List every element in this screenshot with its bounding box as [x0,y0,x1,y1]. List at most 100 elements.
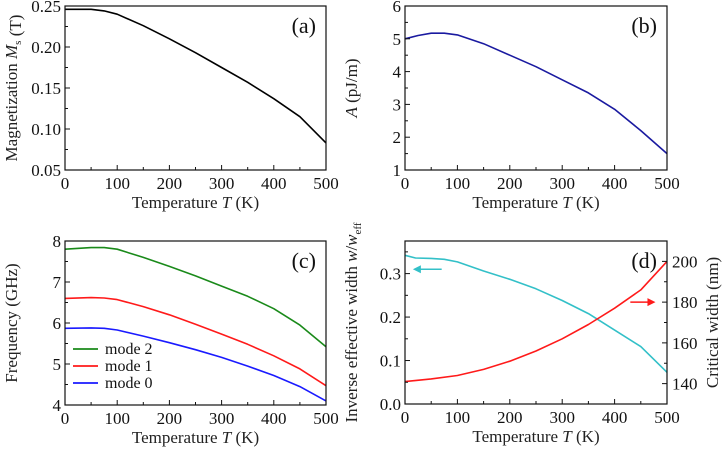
x-tick-label: 200 [497,174,523,193]
y2-tick-label: 200 [672,252,698,271]
series-line-0 [65,8,327,144]
x-tick-label: 0 [61,174,70,193]
y-tick-label: 4 [53,396,62,415]
y-tick-label: 0.20 [31,38,61,57]
label-part: (T) [6,15,25,41]
label-part: Inverse effective width [342,262,361,423]
y-tick-label: 0.3 [380,265,401,284]
y-tick-label: 3 [393,95,402,114]
x-tick-label: 400 [602,408,628,427]
y-tick-label: 0.0 [380,395,401,414]
x-axis-label: Temperature T (K) [472,193,599,212]
x-tick-label: 100 [445,174,471,193]
label-part: T [222,428,233,447]
y2-tick-label: 160 [672,334,698,353]
label-part: Temperature [132,428,222,447]
x-tick-label: 200 [157,409,183,428]
label-part: w [342,250,361,262]
x-tick-label: 100 [104,409,130,428]
legend-label: mode 1 [105,358,153,375]
y2-tick-label: 140 [672,375,698,394]
panel-d: 0 100 200 300 400 500 0.0 0.1 0.2 0.3 140 160 180 200… [342,222,722,446]
x-tick-label: 300 [209,174,235,193]
y-tick-label: 6 [393,0,402,16]
series-line-0 [404,32,668,155]
y-tick-label: 6 [53,314,62,333]
label-part: Magnetization [2,59,21,161]
series-line-mode-2 [64,246,327,348]
panel-c: 0 100 200 300 400 500 4 5 6 7 8 Temperature T (K) Fr… [2,232,339,447]
label-part: (K) [572,427,600,446]
x-tick-label: 500 [313,174,339,193]
panel-b: 0 100 200 300 400 500 1 2 3 4 5 6 Temperature T (K) A… [342,0,680,212]
label-part: T [562,193,573,212]
label-part: eff [352,222,364,234]
x-tick-label: 0 [61,409,70,428]
label-part: (K) [572,193,600,212]
x-tick-label: 500 [654,408,680,427]
left-arrow-head-icon [412,265,421,274]
series-line-mode-1 [64,296,327,387]
legend-label: mode 0 [105,375,153,392]
x-tick-label: 200 [157,174,183,193]
label-part: Temperature [472,427,562,446]
y-tick-label: 0.15 [31,79,61,98]
label-part: (K) [231,193,259,212]
label-part: (K) [231,428,259,447]
y-axis-label: Inverse effective width w/weff [342,222,364,422]
panel-label: (a) [292,13,316,38]
right-arrow-head-icon [647,298,656,307]
x-tick-label: 400 [261,409,287,428]
x-tick-label: 200 [497,408,523,427]
x-axis-label: Temperature T (K) [472,427,599,446]
y-tick-label: 2 [393,128,402,147]
panel-label: (d) [631,248,657,273]
label-part: Critical width (nm) [703,257,722,388]
y-axis-label: Magnetization Ms (T) [2,15,25,162]
y-tick-label: 5 [53,355,62,374]
plot-frame [404,240,668,405]
x-tick-label: 300 [209,409,235,428]
label-part: Temperature [132,193,222,212]
label-part: (pJ/m) [342,58,361,107]
y-tick-label: 0.05 [31,161,61,180]
label-part: M [2,44,21,60]
x-tick-label: 0 [401,408,410,427]
x-tick-label: 500 [313,409,339,428]
label-part: w [342,234,361,246]
x-tick-label: 400 [602,174,628,193]
label-part: Frequency (GHz) [2,263,21,382]
y-tick-label: 5 [393,30,402,49]
x-tick-label: 300 [549,408,575,427]
x-tick-label: 400 [261,174,287,193]
y-tick-label: 0.25 [31,0,61,16]
series-line-1 [404,260,668,383]
y-tick-label: 4 [393,63,402,82]
y-tick-label: 1 [393,161,402,180]
y2-tick-label: 180 [672,293,698,312]
y-tick-label: 0.10 [31,120,61,139]
label-part: Temperature [472,193,562,212]
y2-axis-label: Critical width (nm) [703,257,722,388]
y-tick-label: 8 [53,232,62,251]
x-axis-label: Temperature T (K) [132,428,259,447]
y-tick-label: 7 [53,273,62,292]
y-tick-label: 0.1 [380,352,401,371]
panel-a: 0 100 200 300 400 500 0.05 0.10 0.15 0.20 0.25 Temp… [2,0,339,212]
x-axis-label: Temperature T (K) [132,193,259,212]
label-part: T [562,427,573,446]
plot-frame [64,5,327,171]
x-tick-label: 300 [549,174,575,193]
label-part: s [12,41,24,45]
x-tick-label: 100 [445,408,471,427]
label-part: / [342,246,361,251]
x-tick-label: 0 [401,174,410,193]
panel-label: (c) [292,248,316,273]
y-tick-label: 0.2 [380,308,401,327]
x-tick-label: 500 [654,174,680,193]
series-line-mode-0 [64,327,327,402]
panel-label: (b) [631,13,657,38]
label-part: T [222,193,233,212]
legend-label: mode 2 [105,341,153,358]
